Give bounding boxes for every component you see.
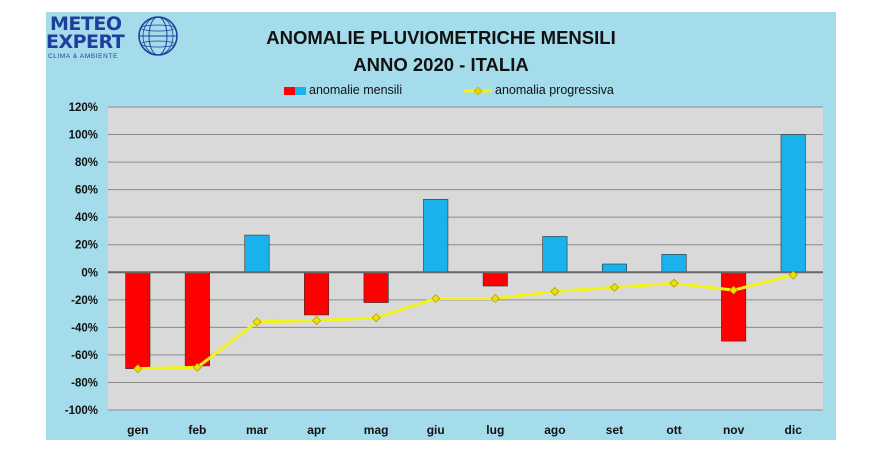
line-point-ago xyxy=(550,287,560,297)
y-tick-label: 0% xyxy=(81,267,98,279)
x-tick-label: ott xyxy=(666,423,681,437)
y-tick-label: 20% xyxy=(75,240,98,252)
y-tick-label: 100% xyxy=(69,130,98,142)
line-point-giu xyxy=(431,293,441,303)
legend-label-bars: anomalie mensili xyxy=(309,83,403,97)
line-point-feb xyxy=(192,362,202,372)
x-tick-label: set xyxy=(606,423,623,437)
x-tick-label: mar xyxy=(246,423,268,437)
x-tick-label: ago xyxy=(544,423,565,437)
legend-item-bars: anomalie mensili xyxy=(284,83,402,97)
y-tick-label: 40% xyxy=(75,212,98,224)
bar-giu xyxy=(423,198,449,273)
y-tick-label: -40% xyxy=(71,322,98,334)
bar-feb xyxy=(184,271,210,367)
bar-lug xyxy=(482,271,508,287)
x-tick-label: dic xyxy=(785,423,803,437)
bar-dic xyxy=(780,134,806,273)
line-point-ott xyxy=(669,278,679,288)
bar-gen xyxy=(125,271,151,369)
bar-nov xyxy=(721,271,747,342)
line-point-apr xyxy=(312,315,322,325)
line-point-gen xyxy=(133,364,143,374)
y-tick-label: -60% xyxy=(71,350,98,362)
chart-title: ANOMALIE PLUVIOMETRICHE MENSILI xyxy=(266,27,616,48)
series-line-progressiva xyxy=(137,273,794,371)
bar-set xyxy=(601,263,627,273)
y-tick-label: -20% xyxy=(71,295,98,307)
x-tick-label: giu xyxy=(427,423,445,437)
bar-apr xyxy=(304,271,330,316)
line-point-lug xyxy=(490,293,500,303)
bar-ott xyxy=(661,254,687,273)
logo-line1: METEO xyxy=(50,13,122,35)
legend-bar-swatch xyxy=(284,86,306,95)
line-point-mar xyxy=(252,317,262,327)
plot-area xyxy=(108,107,823,410)
chart-legend: anomalie mensili anomalia progressiva xyxy=(46,83,836,99)
logo-tagline: CLIMA & AMBIENTE xyxy=(48,53,118,60)
x-tick-label: apr xyxy=(307,423,326,437)
legend-item-line: anomalia progressiva xyxy=(464,83,614,97)
line-point-mag xyxy=(371,313,381,323)
line-point-set xyxy=(609,282,619,292)
globe-icon xyxy=(138,16,178,56)
chart-frame: METEO EXPERT CLIMA & AMBIENTE ANOMALIE P… xyxy=(46,12,836,440)
y-tick-label: 120% xyxy=(69,102,98,114)
x-tick-label: mag xyxy=(364,423,389,437)
x-tick-label: gen xyxy=(127,423,148,437)
legend-label-line: anomalia progressiva xyxy=(495,83,614,97)
y-tick-label: 60% xyxy=(75,185,98,197)
line-point-nov xyxy=(729,285,739,295)
y-tick-label: -100% xyxy=(65,405,98,417)
line-point-dic xyxy=(788,270,798,280)
bar-mar xyxy=(244,234,270,273)
bar-ago xyxy=(542,236,568,273)
x-tick-label: feb xyxy=(188,423,206,437)
logo-line2: EXPERT xyxy=(46,31,125,53)
x-tick-label: lug xyxy=(486,423,504,437)
legend-line-swatch xyxy=(464,86,492,96)
y-tick-label: -80% xyxy=(71,377,98,389)
chart-subtitle: ANNO 2020 - ITALIA xyxy=(353,54,529,75)
meteo-expert-logo: METEO EXPERT CLIMA & AMBIENTE xyxy=(46,12,186,60)
y-tick-label: 80% xyxy=(75,157,98,169)
x-tick-label: nov xyxy=(723,423,745,437)
chart-plot: 120% 100% 80% 60% 40% 20% 0% -20% -40% -60% -80% -1… xyxy=(65,102,823,437)
bar-mag xyxy=(363,271,389,303)
